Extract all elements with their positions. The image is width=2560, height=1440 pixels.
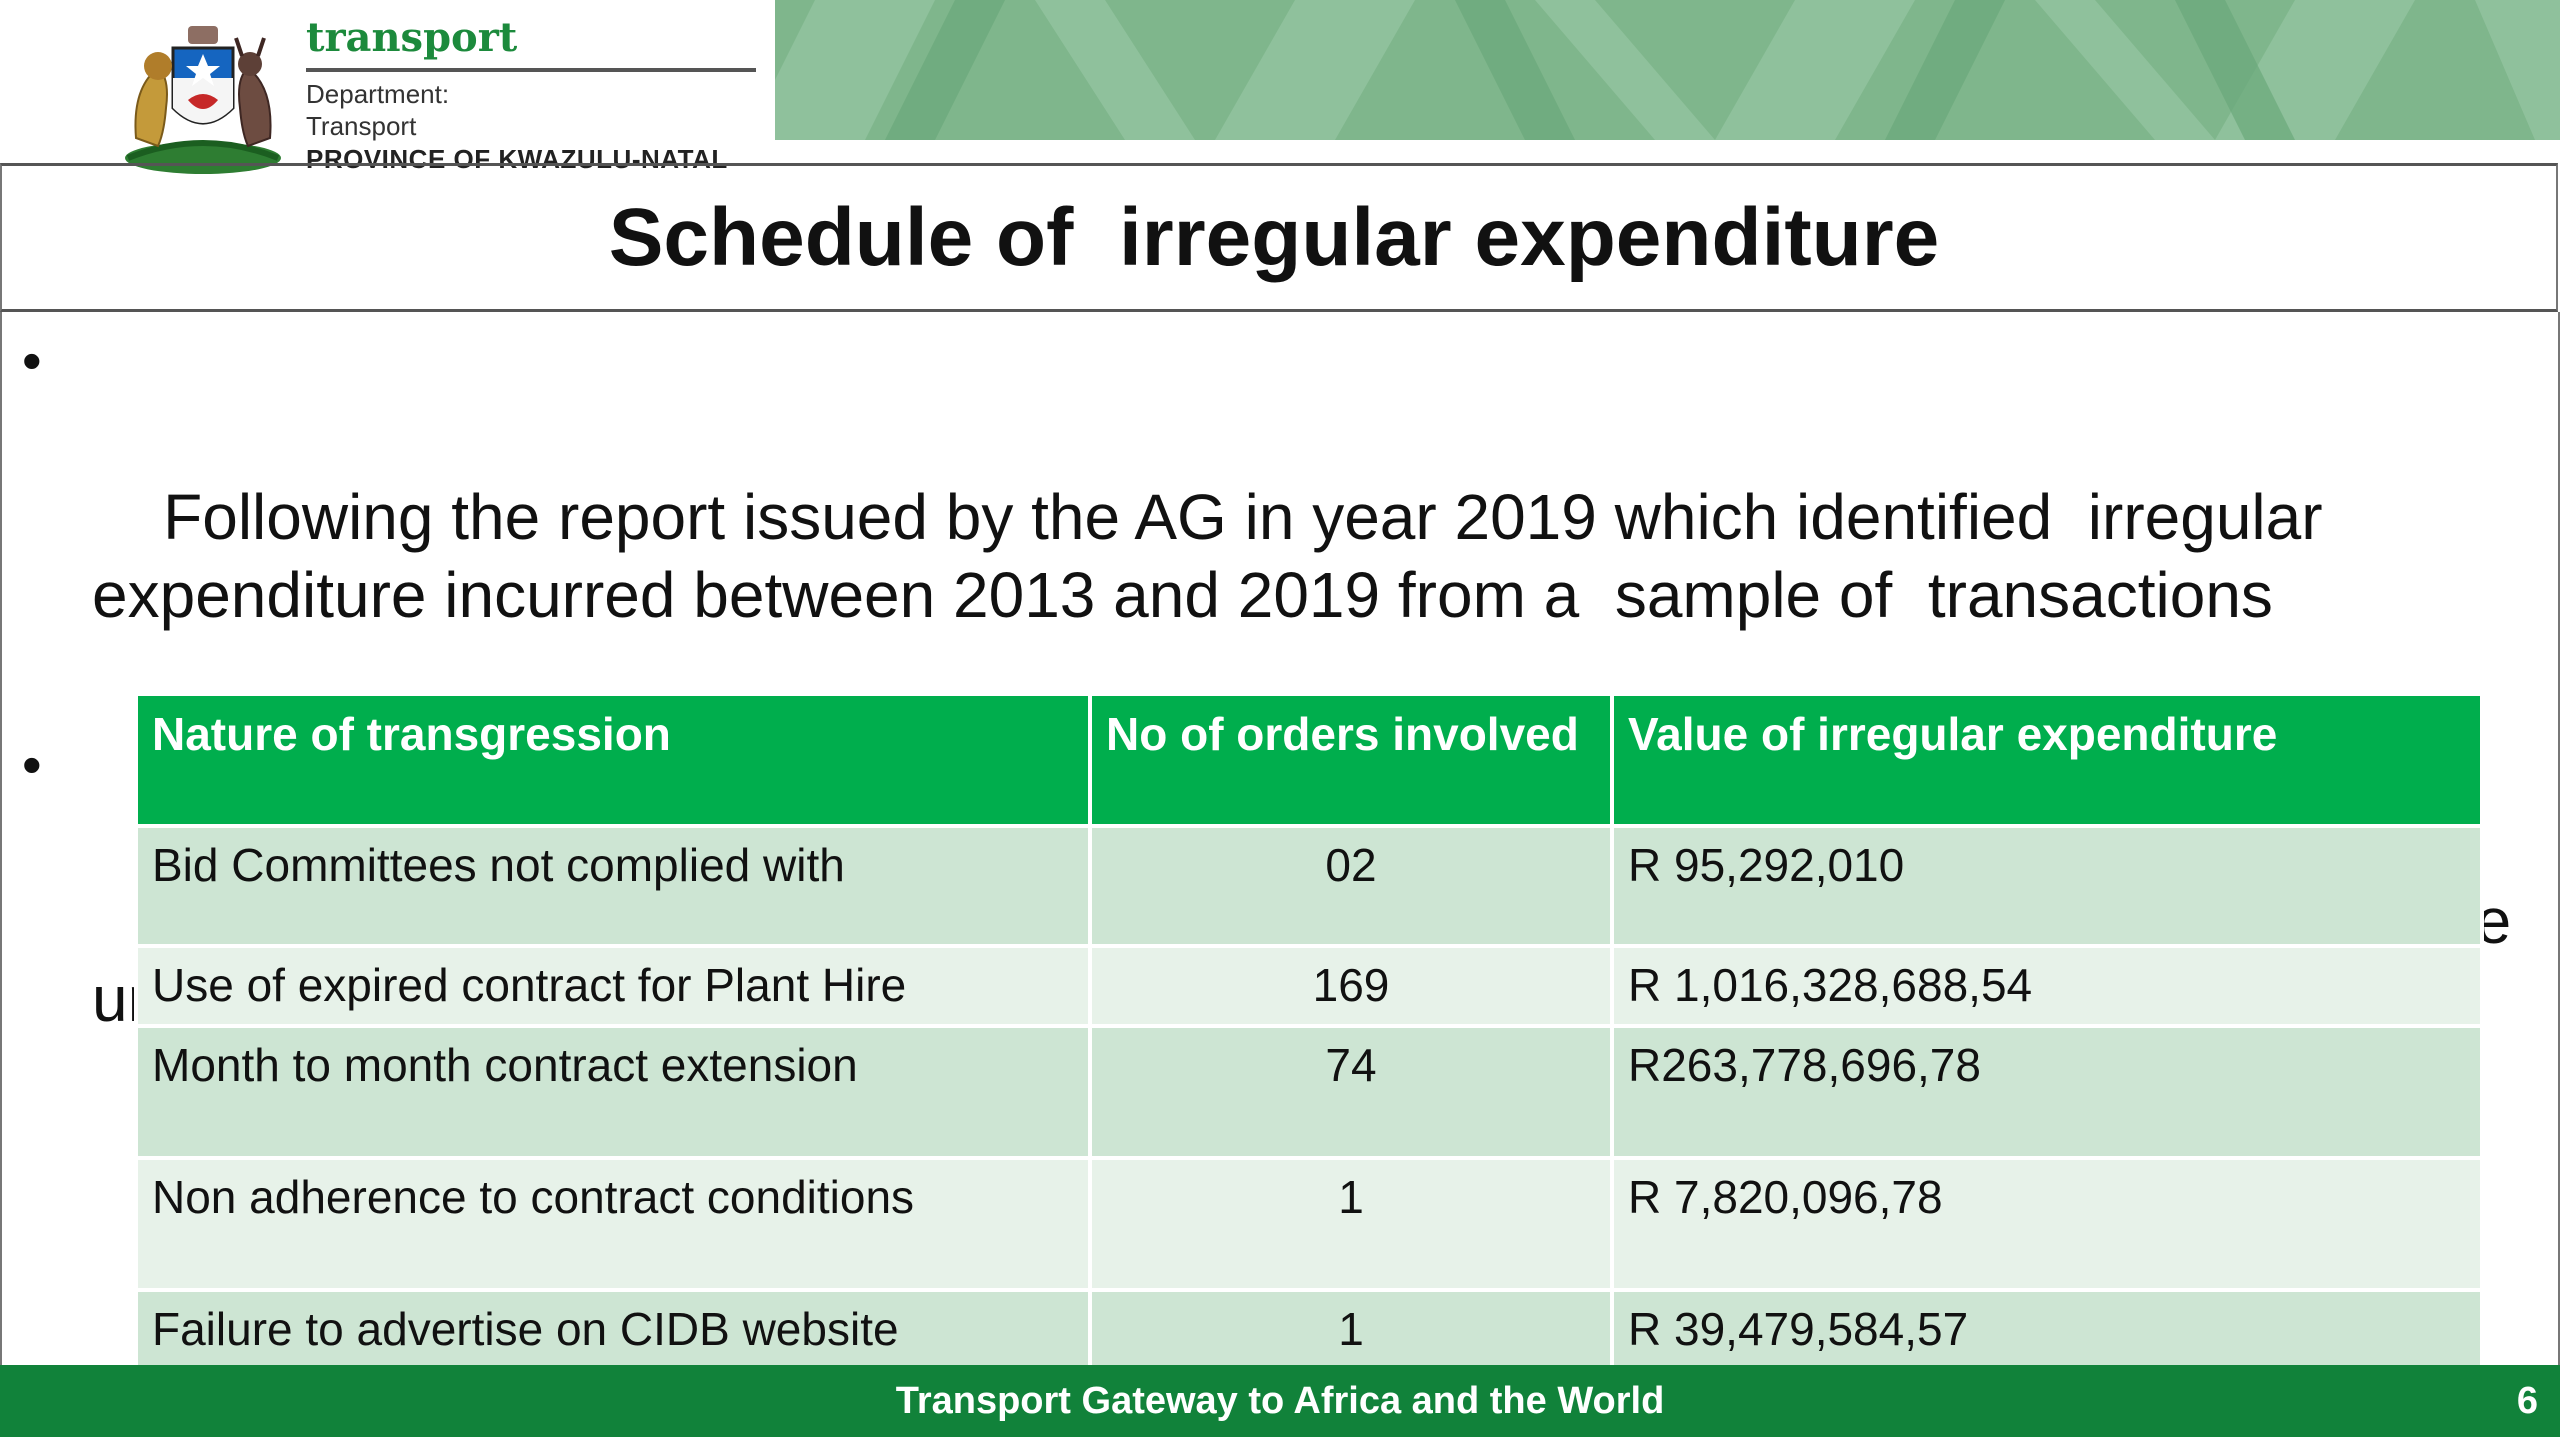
provincial-coat-of-arms-icon — [125, 26, 281, 174]
page-number: 6 — [2516, 1380, 2538, 1422]
slide-footer: Transport Gateway to Africa and the Worl… — [0, 1365, 2560, 1437]
irregular-expenditure-table: Nature of transgression No of orders inv… — [134, 692, 2484, 1372]
cell-value: R 39,479,584,57 — [1610, 1288, 2484, 1372]
title-band: Schedule of irregular expenditure — [0, 163, 2558, 312]
content-frame — [0, 312, 2560, 1365]
cell-orders: 169 — [1088, 944, 1614, 1028]
column-header-nature: Nature of transgression — [134, 692, 1092, 828]
table-row: Use of expired contract for Plant Hire 1… — [134, 944, 2484, 1028]
slide-header: transport Department: Transport PROVINCE… — [0, 0, 2560, 174]
banner-pattern-icon — [775, 0, 2560, 140]
bullet-text: Following the report issued by the AG in… — [92, 481, 2341, 631]
department-name: Transport — [306, 111, 417, 141]
department-label: Department: — [306, 79, 450, 109]
table-row: Failure to advertise on CIDB website 1 R… — [134, 1288, 2484, 1372]
expenditure-table-container: Nature of transgression No of orders inv… — [134, 692, 2484, 1372]
cell-value: R263,778,696,78 — [1610, 1024, 2484, 1160]
column-header-orders: No of orders involved — [1088, 692, 1614, 828]
cell-orders: 74 — [1088, 1024, 1614, 1160]
bullet-item: • Following the report issued by the AG … — [0, 322, 2540, 712]
cell-nature: Bid Committees not complied with — [134, 824, 1092, 948]
cell-nature: Month to month contract extension — [134, 1024, 1092, 1160]
table-row: Month to month contract extension 74 R26… — [134, 1024, 2484, 1160]
cell-nature: Use of expired contract for Plant Hire — [134, 944, 1092, 1028]
bullet-dot-icon: • — [22, 733, 42, 796]
cell-orders: 1 — [1088, 1156, 1614, 1292]
column-header-value: Value of irregular expenditure — [1610, 692, 2484, 828]
table-header-row: Nature of transgression No of orders inv… — [134, 692, 2484, 828]
brand-block: transport Department: Transport PROVINCE… — [306, 10, 756, 176]
cell-value: R 7,820,096,78 — [1610, 1156, 2484, 1292]
province-name: PROVINCE OF KWAZULU-NATAL — [306, 144, 728, 174]
cell-nature: Non adherence to contract conditions — [134, 1156, 1092, 1292]
cell-nature: Failure to advertise on CIDB website — [134, 1288, 1092, 1372]
table-row: Bid Committees not complied with 02 R 95… — [134, 824, 2484, 948]
bullet-dot-icon: • — [22, 329, 42, 392]
cell-value: R 95,292,010 — [1610, 824, 2484, 948]
cell-value: R 1,016,328,688,54 — [1610, 944, 2484, 1028]
cell-orders: 1 — [1088, 1288, 1614, 1372]
footer-tagline: Transport Gateway to Africa and the Worl… — [895, 1379, 1665, 1422]
cell-orders: 02 — [1088, 824, 1614, 948]
brand-name: transport — [306, 14, 518, 61]
slide-title: Schedule of irregular expenditure — [608, 191, 1940, 283]
brand-divider — [306, 68, 756, 72]
table-row: Non adherence to contract conditions 1 R… — [134, 1156, 2484, 1292]
header-banner — [775, 0, 2560, 140]
